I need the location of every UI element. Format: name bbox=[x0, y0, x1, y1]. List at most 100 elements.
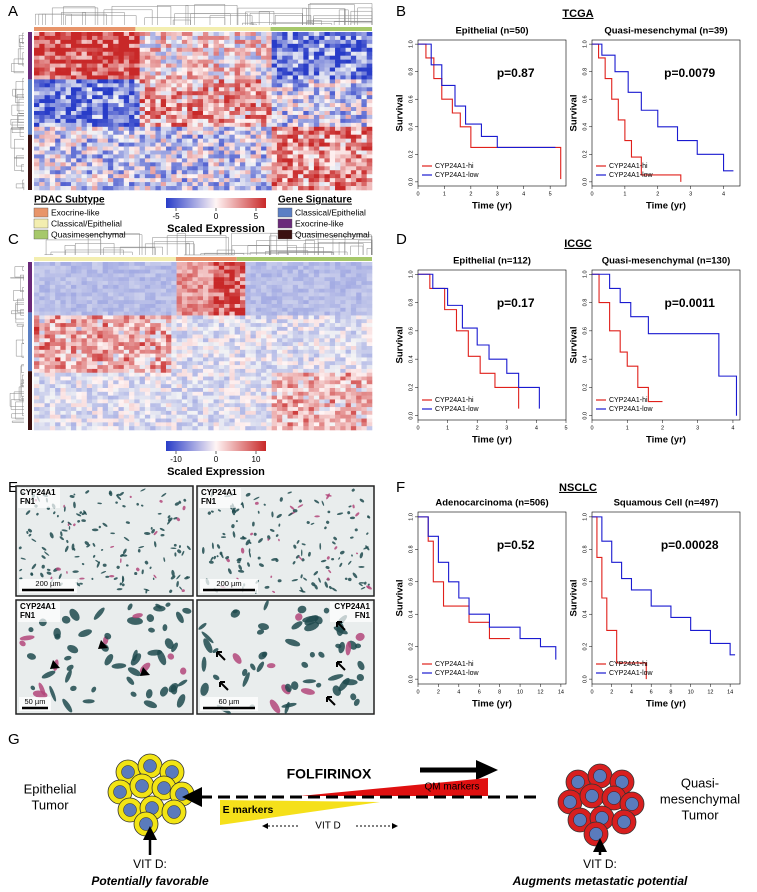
heatmap-cell bbox=[119, 52, 125, 56]
heatmap-cell bbox=[145, 186, 151, 190]
heatmap-cell bbox=[103, 392, 109, 396]
heatmap-cell bbox=[356, 143, 362, 147]
heatmap-cell bbox=[298, 131, 304, 135]
heatmap-cell bbox=[282, 79, 288, 83]
heatmap-cell bbox=[351, 377, 357, 381]
heatmap-cell bbox=[97, 361, 103, 365]
heatmap-cell bbox=[235, 36, 241, 40]
heatmap-cell bbox=[108, 64, 114, 68]
heatmap-cell bbox=[50, 79, 56, 83]
heatmap-cell bbox=[277, 300, 283, 304]
heatmap-cell bbox=[303, 300, 309, 304]
heatmap-cell bbox=[92, 281, 98, 285]
heatmap-cell bbox=[272, 319, 278, 323]
heatmap-cell bbox=[45, 357, 51, 361]
heatmap-cell bbox=[214, 182, 220, 186]
heatmap-cell bbox=[266, 119, 272, 123]
heatmap-cell bbox=[303, 357, 309, 361]
heatmap-cell bbox=[256, 384, 262, 388]
heatmap-cell bbox=[256, 266, 262, 270]
heatmap-cell bbox=[251, 327, 257, 331]
heatmap-cell bbox=[71, 48, 77, 52]
heatmap-cell bbox=[203, 123, 209, 127]
heatmap-cell bbox=[203, 331, 209, 335]
heatmap-cell bbox=[108, 262, 114, 266]
heatmap-cell bbox=[324, 285, 330, 289]
heatmap-cell bbox=[119, 107, 125, 111]
heatmap-cell bbox=[66, 143, 72, 147]
heatmap-cell bbox=[245, 44, 251, 48]
heatmap-cell bbox=[45, 147, 51, 151]
heatmap-cell bbox=[235, 323, 241, 327]
heatmap-cell bbox=[103, 281, 109, 285]
heatmap-cell bbox=[208, 388, 214, 392]
heatmap-cell bbox=[298, 277, 304, 281]
subtype-band bbox=[34, 27, 135, 31]
heatmap-cell bbox=[140, 56, 146, 60]
heatmap-cell bbox=[166, 32, 172, 36]
heatmap bbox=[10, 233, 372, 430]
heatmap-cell bbox=[134, 48, 140, 52]
heatmap-cell bbox=[272, 99, 278, 103]
heatmap-cell bbox=[303, 346, 309, 350]
heatmap-cell bbox=[356, 170, 362, 174]
heatmap-cell bbox=[87, 384, 93, 388]
heatmap-cell bbox=[261, 369, 267, 373]
heatmap-cell bbox=[34, 338, 40, 342]
heatmap-cell bbox=[124, 64, 130, 68]
heatmap-cell bbox=[124, 361, 130, 365]
heatmap-cell bbox=[298, 300, 304, 304]
heatmap-cell bbox=[361, 308, 367, 312]
heatmap-cell bbox=[82, 319, 88, 323]
heatmap-cell bbox=[171, 312, 177, 316]
heatmap-cell bbox=[314, 131, 320, 135]
heatmap-cell bbox=[161, 327, 167, 331]
heatmap-cell bbox=[261, 266, 267, 270]
heatmap-cell bbox=[97, 262, 103, 266]
heatmap-cell bbox=[145, 95, 151, 99]
heatmap-cell bbox=[34, 327, 40, 331]
heatmap-cell bbox=[309, 327, 315, 331]
heatmap-cell bbox=[177, 262, 183, 266]
heatmap-cell bbox=[134, 36, 140, 40]
heatmap-cell bbox=[192, 361, 198, 365]
heatmap-cell bbox=[282, 103, 288, 107]
heatmap-cell bbox=[177, 154, 183, 158]
heatmap-cell bbox=[155, 139, 161, 143]
heatmap-cell bbox=[251, 315, 257, 319]
heatmap-cell bbox=[113, 289, 119, 293]
heatmap-cell bbox=[124, 304, 130, 308]
heatmap-cell bbox=[155, 346, 161, 350]
heatmap-cell bbox=[367, 182, 373, 186]
heatmap-cell bbox=[203, 350, 209, 354]
heatmap-cell bbox=[219, 293, 225, 297]
heatmap-cell bbox=[330, 354, 336, 358]
heatmap-cell bbox=[272, 346, 278, 350]
heatmap-cell bbox=[214, 312, 220, 316]
heatmap-cell bbox=[288, 95, 294, 99]
heatmap-cell bbox=[319, 32, 325, 36]
heatmap-cell bbox=[150, 166, 156, 170]
heatmap-cell bbox=[145, 158, 151, 162]
heatmap-cell bbox=[361, 380, 367, 384]
heatmap-cell bbox=[282, 312, 288, 316]
heatmap-cell bbox=[367, 123, 373, 127]
heatmap-cell bbox=[361, 79, 367, 83]
heatmap-cell bbox=[256, 178, 262, 182]
heatmap-cell bbox=[34, 123, 40, 127]
heatmap-cell bbox=[192, 304, 198, 308]
heatmap-cell bbox=[272, 127, 278, 131]
heatmap-cell bbox=[129, 308, 135, 312]
heatmap-cell bbox=[288, 131, 294, 135]
heatmap-cell bbox=[155, 361, 161, 365]
heatmap-cell bbox=[330, 111, 336, 115]
heatmap-cell bbox=[319, 384, 325, 388]
heatmap-cell bbox=[140, 296, 146, 300]
heatmap-cell bbox=[50, 135, 56, 139]
heatmap-cell bbox=[192, 143, 198, 147]
heatmap-cell bbox=[134, 32, 140, 36]
heatmap-cell bbox=[39, 392, 45, 396]
heatmap-cell bbox=[177, 123, 183, 127]
heatmap-cell bbox=[145, 335, 151, 339]
heatmap-cell bbox=[129, 174, 135, 178]
